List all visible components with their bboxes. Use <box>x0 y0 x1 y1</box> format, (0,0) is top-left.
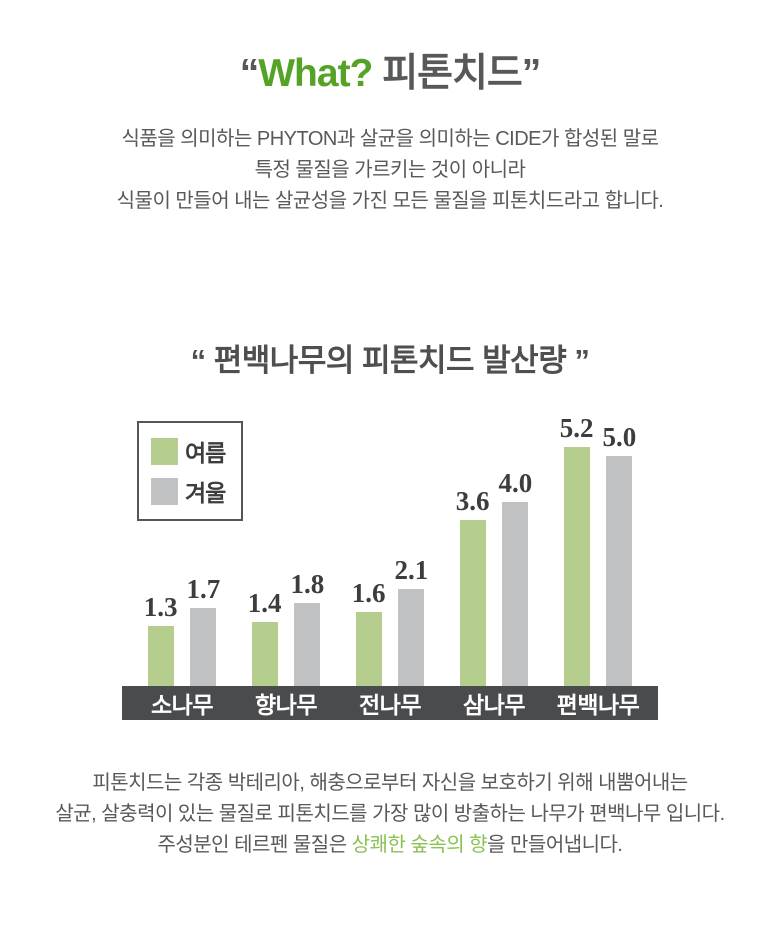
intro-line-1: 식품을 의미하는 PHYTON과 살균을 의미하는 CIDE가 합성된 말로 <box>121 128 659 150</box>
intro-line-3: 식물이 만들어 내는 살균성을 가진 모든 물질을 피톤치드라고 합니다. <box>116 190 664 212</box>
bar-value-label: 2.1 <box>394 555 429 585</box>
x-axis-label: 소나무 <box>151 692 213 718</box>
legend-item-summer: 여름 <box>151 434 226 468</box>
quote-open: “ <box>239 52 259 95</box>
bar-여름 <box>355 612 382 686</box>
bar-value-label: 5.0 <box>602 422 637 452</box>
chart-legend: 여름 겨울 <box>137 421 244 521</box>
legend-swatch-summer-icon <box>151 437 178 465</box>
title-highlight: What? <box>258 52 373 95</box>
x-axis-label: 전나무 <box>359 692 421 718</box>
title-rest: 피톤치드 <box>372 52 523 95</box>
bar-column: 3.6 <box>456 486 490 686</box>
legend-label-summer: 여름 <box>185 440 226 466</box>
outro-line-2: 살균, 살충력이 있는 물질로 피톤치드를 가장 많이 방출하는 나무가 편백나… <box>55 803 725 825</box>
legend-item-winter: 겨울 <box>151 474 226 508</box>
page-title: “What? 피톤치드” <box>0 42 780 98</box>
bar-value-label: 1.7 <box>186 574 221 604</box>
bar-겨울 <box>398 589 425 686</box>
bar-plot: 1.3 1.7 1.4 1.8 1.6 2.1 3.6 4.0 5.2 5.0 <box>122 408 658 686</box>
bar-여름 <box>251 622 278 686</box>
intro-line-2: 특정 물질을 가르키는 것이 아니라 <box>254 159 526 181</box>
chart-title: “ 편백나무의 피톤치드 발산량 ” <box>190 343 590 378</box>
bar-column: 1.3 <box>144 592 178 686</box>
x-axis-label: 편백나무 <box>556 692 640 718</box>
bar-겨울 <box>502 502 529 686</box>
outro-paragraph: 피톤치드는 각종 박테리아, 해충으로부터 자신을 보호하기 위해 내뿜어내는 … <box>0 768 780 861</box>
bar-value-label: 5.2 <box>559 413 594 443</box>
bar-여름 <box>147 626 174 686</box>
bar-value-label: 4.0 <box>498 468 533 498</box>
bar-value-label: 1.3 <box>143 592 178 622</box>
bar-column: 1.6 <box>352 578 386 686</box>
bar-겨울 <box>190 608 217 686</box>
bar-column: 4.0 <box>498 468 533 686</box>
x-axis: 소나무 향나무 전나무 삼나무 편백나무 <box>122 686 658 720</box>
outro-line-1: 피톤치드는 각종 박테리아, 해충으로부터 자신을 보호하기 위해 내뿜어내는 <box>92 772 688 794</box>
x-axis-label: 향나무 <box>255 692 317 718</box>
intro-paragraph: 식품을 의미하는 PHYTON과 살균을 의미하는 CIDE가 합성된 말로 특… <box>0 124 780 217</box>
bar-여름 <box>459 520 486 686</box>
legend-swatch-winter-icon <box>151 477 178 505</box>
outro-line-3-suffix: 을 만들어냅니다. <box>487 834 623 856</box>
bar-group: 1.6 2.1 <box>338 555 442 686</box>
bar-value-label: 1.8 <box>290 569 325 599</box>
bar-group: 1.3 1.7 <box>130 574 234 686</box>
outro-line-3: 주성분인 테르펜 물질은 상쾌한 숲속의 향을 만들어냅니다. <box>0 830 780 861</box>
bar-group: 5.2 5.0 <box>546 413 650 686</box>
bar-column: 5.0 <box>602 422 637 686</box>
bar-column: 2.1 <box>394 555 429 686</box>
x-axis-label: 삼나무 <box>463 692 525 718</box>
bar-group: 1.4 1.8 <box>234 569 338 686</box>
bar-value-label: 1.6 <box>351 578 386 608</box>
bar-겨울 <box>606 456 633 686</box>
bar-column: 5.2 <box>560 413 594 686</box>
outro-highlight: 상쾌한 숲속의 향 <box>351 834 488 856</box>
bar-value-label: 3.6 <box>455 486 490 516</box>
bar-chart: 여름 겨울 1.3 1.7 1.4 1.8 1.6 2.1 3.6 4.0 5.2 5.0 소나무… <box>122 408 658 720</box>
infographic-page: “What? 피톤치드” 식품을 의미하는 PHYTON과 살균을 의미하는 C… <box>0 42 780 942</box>
legend-label-winter: 겨울 <box>185 480 226 506</box>
bar-겨울 <box>294 603 321 686</box>
quote-close: ” <box>521 52 541 95</box>
bar-column: 1.7 <box>186 574 221 686</box>
bar-group: 3.6 4.0 <box>442 468 546 686</box>
bar-column: 1.8 <box>290 569 325 686</box>
bar-column: 1.4 <box>248 588 282 686</box>
outro-line-3-prefix: 주성분인 테르펜 물질은 <box>157 834 352 856</box>
bar-value-label: 1.4 <box>247 588 282 618</box>
bar-여름 <box>563 447 590 686</box>
